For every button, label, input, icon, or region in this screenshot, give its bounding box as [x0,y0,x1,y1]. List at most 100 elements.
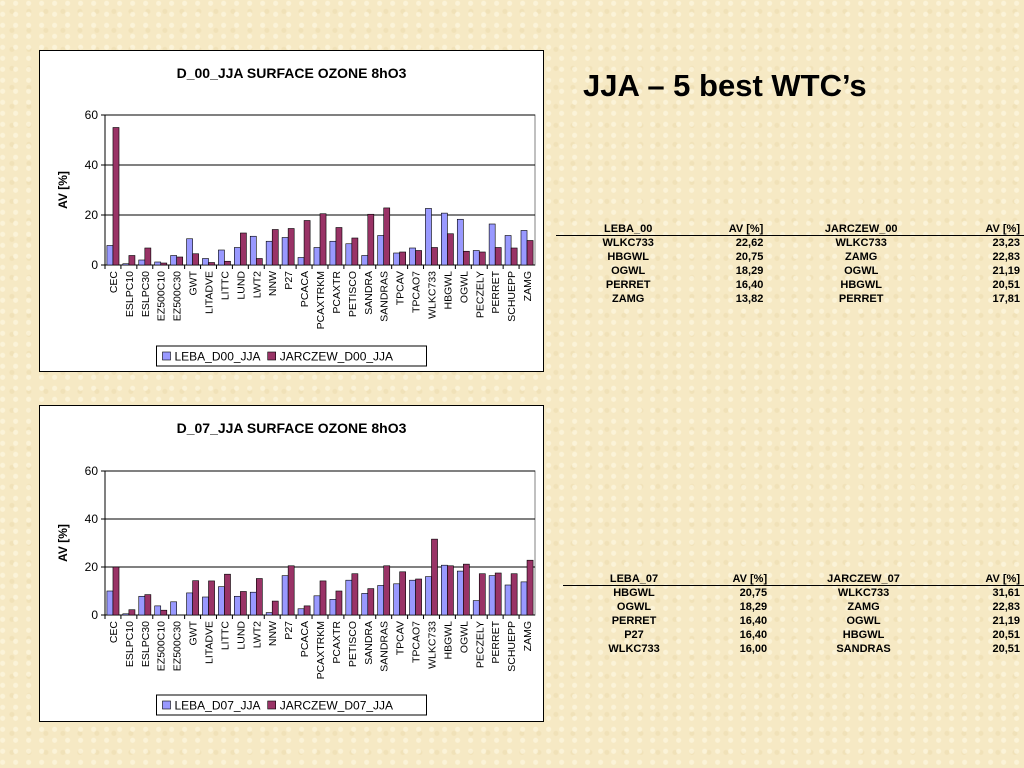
bar-jarczew [399,571,406,616]
table-cell: 20,51 [992,643,1020,655]
bar-jarczew [351,237,359,266]
bar-leba [202,596,209,616]
bar-jarczew [128,609,136,616]
bar-jarczew [271,229,279,266]
bar-leba [456,218,464,266]
legend-swatch [162,700,171,710]
bar-leba [297,257,305,266]
bar-jarczew [431,538,438,616]
table-cell: OGWL [846,615,881,627]
wtc-table-07: LEBA_07 AV [%] JARCZEW_07 AV [%] HBGWL 2… [563,572,1024,656]
table-header-cell: JARCZEW_00 [767,222,956,236]
x-tick-label: PCAXTR [331,271,343,314]
chart-title: D_07_JJA SURFACE OZONE 8hO3 [177,420,407,436]
bar-leba [170,255,177,266]
bar-leba [265,612,273,616]
legend-label: LEBA_D00_JJA [175,350,261,364]
x-tick-label: LWT2 [251,271,263,298]
table-cell: HBGWL [842,629,885,641]
bar-leba [122,263,130,266]
bar-jarczew [367,588,375,616]
legend-box [156,694,427,716]
bar-jarczew [415,250,422,266]
bar-jarczew [526,559,534,616]
bar-jarczew [447,565,454,616]
legend-label: JARCZEW_D07_JJA [280,699,393,713]
bar-jarczew [383,207,391,266]
chart-d07-svg: D_07_JJA SURFACE OZONE 8hO3 0 20 40 60 AV [%]… [56,420,536,716]
table-header-row: LEBA_07 AV [%] JARCZEW_07 AV [%] [563,572,1024,586]
x-tick-label: SANDRA [363,271,375,315]
x-tick-label: GWT [188,620,200,645]
x-tick-label: LUND [235,271,247,300]
table-header-cell: AV [%] [955,572,1024,586]
bar-jarczew [478,573,486,616]
table-header-row: LEBA_00 AV [%] JARCZEW_00 AV [%] [556,222,1024,236]
x-tick-label: CEC [108,621,120,644]
bar-leba [218,586,225,616]
bar-leba [345,579,353,616]
table-cell: HBGWL [613,587,655,599]
table-cell: 18,29 [739,601,768,613]
bar-jarczew [319,213,327,266]
table-cell: WLKC733 [835,237,887,249]
bar-leba [138,259,146,266]
bar-jarczew [224,260,231,266]
x-tick-label: LITADVE [204,271,216,314]
y-tick-label: 40 [85,512,99,526]
bar-jarczew [351,573,359,616]
table-cell: ZAMG [844,251,878,263]
table-cell: 20,51 [992,629,1020,641]
x-tick-label: PCAXTRKM [315,621,327,679]
bar-jarczew [494,572,502,616]
bar-leba [186,238,193,266]
chart-title: D_00_JJA SURFACE OZONE 8hO3 [177,65,407,81]
table-row: PERRET 16,40 OGWL 21,19 [563,614,1024,628]
x-tick-label: LUND [235,621,247,650]
table-cell: 22,62 [735,237,764,249]
table-header-cell: JARCZEW_07 [771,572,956,586]
table-cell: 31,61 [992,587,1020,599]
table-cell: OGWL [611,265,646,277]
table-cell: PERRET [605,279,651,291]
table-cell: HBGWL [607,251,649,263]
bar-leba [361,593,369,616]
bar-leba [393,252,400,266]
bar-jarczew [526,240,534,266]
bar-jarczew [415,578,422,616]
bar-jarczew [367,213,375,266]
bar-jarczew [303,605,311,616]
bar-jarczew [431,247,438,266]
table-cell: 16,00 [739,643,768,655]
bar-jarczew [287,565,295,616]
y-tick-label: 40 [85,158,99,172]
table-cell: 16,40 [739,629,768,641]
x-tick-label: EZ500C30 [172,621,184,671]
table-row: OGWL 18,29 OGWL 21,19 [556,264,1024,278]
bar-jarczew [463,250,470,266]
table-row: WLKC733 22,62 WLKC733 23,23 [556,236,1024,251]
x-tick-label: OGWL [458,271,470,303]
bar-leba [361,255,369,266]
x-tick-label: TPCAV [395,271,407,305]
table-row: P27 16,40 HBGWL 20,51 [563,628,1024,642]
bar-jarczew [510,573,518,616]
chart-d00-svg: D_00_JJA SURFACE OZONE 8hO3 0 20 40 60 AV [%]… [56,65,536,367]
bar-leba [313,247,321,266]
bar-jarczew [240,232,247,266]
bar-jarczew [463,563,470,616]
bar-leba [456,570,464,616]
bar-jarczew [192,580,199,616]
x-tick-label: PECZELY [474,621,486,668]
bar-leba [281,237,289,266]
table-header-cell: AV [%] [700,222,768,236]
y-tick-label: 60 [85,464,99,478]
x-tick-label: SCHUEPP [506,271,518,322]
table-cell: PERRET [611,615,657,627]
bar-leba [138,595,146,616]
x-tick-label: LITTC [219,621,231,651]
bar-leba [393,583,400,616]
x-tick-label: SCHUEPP [506,621,518,672]
legend-swatch [267,351,276,361]
slide-title: JJA – 5 best WTC’s [583,68,867,103]
